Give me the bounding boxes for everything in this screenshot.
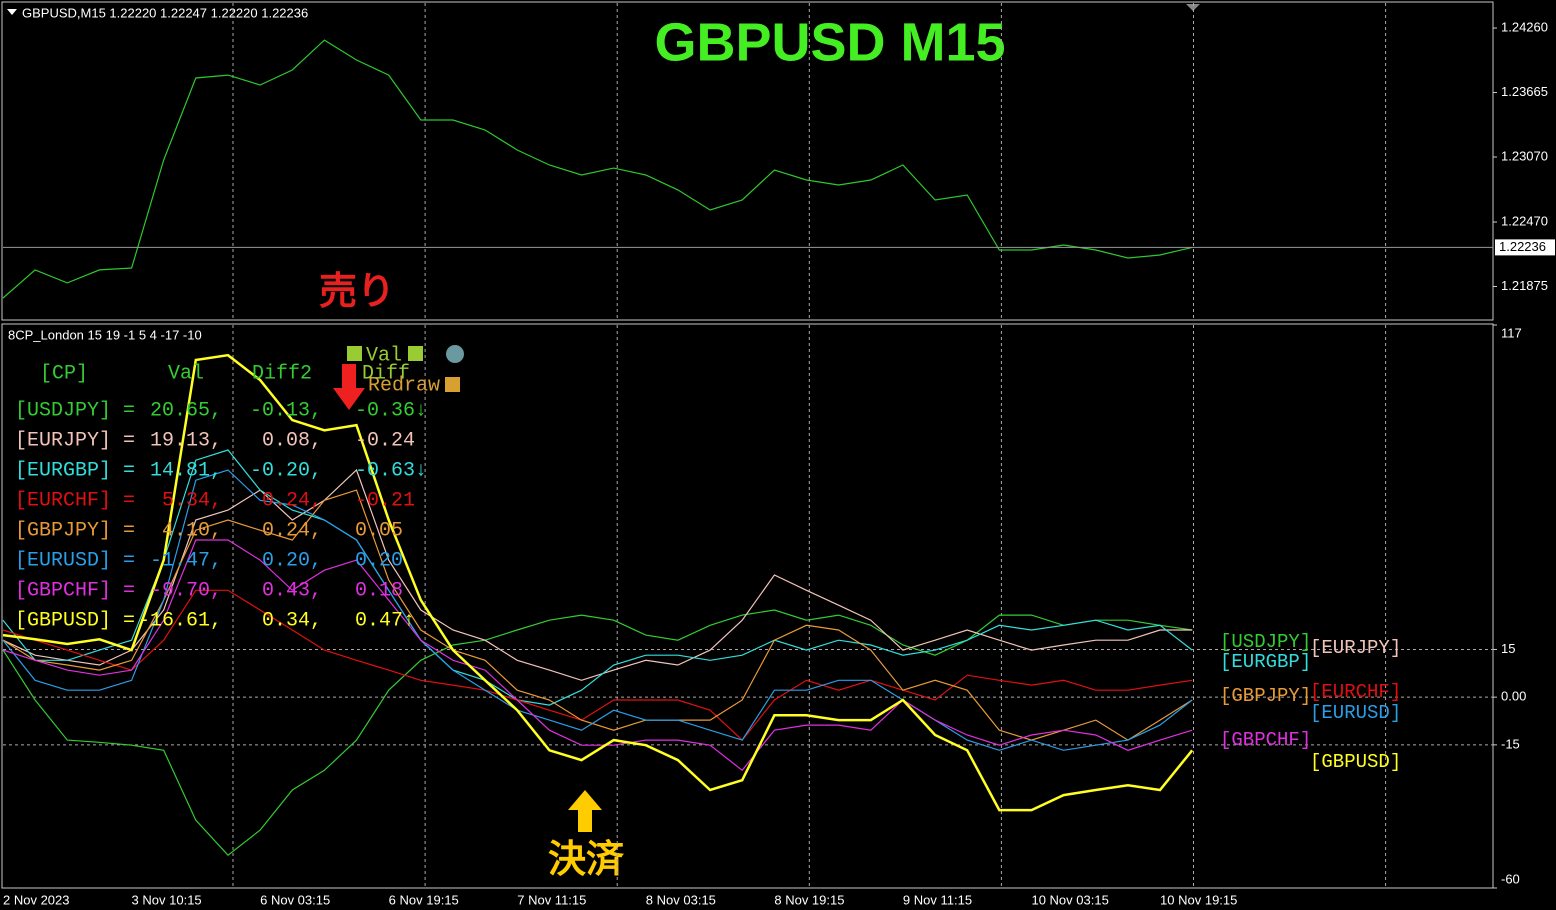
panel-cell: -0.36↓	[355, 399, 427, 422]
panel-cell: 0.18	[355, 579, 403, 602]
panel-cell: 5.34,	[162, 489, 222, 512]
panel-cell: -0.63↓	[355, 459, 427, 482]
panel-cell: -9.70,	[150, 579, 222, 602]
panel-cell: [EURGBP] =	[15, 459, 135, 482]
series-line	[2, 468, 1193, 681]
x-tick-label: 7 Nov 11:15	[517, 892, 586, 907]
indicator-header: 8CP_London 15 19 -1 5 4 -17 -10	[8, 327, 202, 342]
panel-cell: [GBPJPY] =	[15, 519, 135, 542]
panel-header: Diff	[362, 362, 410, 385]
x-tick-label: 6 Nov 03:15	[260, 892, 330, 907]
legend-label: [EURCHF]	[1310, 681, 1401, 703]
shift-marker	[1186, 4, 1200, 11]
toggle-button[interactable]	[446, 345, 464, 363]
legend-label: [USDJPY]	[1220, 631, 1311, 653]
panel-cell: [GBPUSD] =	[15, 609, 135, 632]
y-tick-label: 1.23665	[1501, 84, 1548, 99]
chart-title: GBPUSD M15	[654, 12, 1005, 72]
panel-cell: 0.05	[355, 519, 403, 542]
panel-cell: [EURUSD] =	[15, 549, 135, 572]
panel-cell: 0.20,	[262, 549, 322, 572]
panel-cell: -0.21	[355, 489, 415, 512]
series-line	[2, 539, 1193, 772]
price-header: GBPUSD,M15 1.22220 1.22247 1.22220 1.222…	[22, 5, 308, 20]
x-tick-label: 8 Nov 19:15	[774, 892, 844, 907]
y-tick-label: 117	[1501, 325, 1522, 340]
legend-label: [EURUSD]	[1310, 702, 1401, 724]
x-tick-label: 10 Nov 03:15	[1031, 892, 1108, 907]
sell-annotation: 売り	[319, 271, 395, 313]
x-tick-label: 2 Nov 2023	[3, 892, 70, 907]
legend-label: [GBPJPY]	[1220, 685, 1311, 707]
panel-header: [CP]	[40, 362, 88, 385]
panel-cell: 19.13,	[150, 429, 222, 452]
y-tick-label: 1.22470	[1501, 213, 1548, 228]
series-line	[2, 589, 1193, 741]
last-price-box	[1495, 239, 1555, 256]
button-square	[347, 346, 362, 361]
panel-header: Diff2	[252, 362, 312, 385]
x-tick-label: 6 Nov 19:15	[389, 892, 459, 907]
price-line	[2, 39, 1193, 299]
panel-cell: 0.20	[355, 549, 403, 572]
legend-label: [EURJPY]	[1310, 637, 1401, 659]
x-tick-label: 10 Nov 19:15	[1160, 892, 1237, 907]
y-tick-label: 15	[1501, 641, 1515, 656]
indicator-pane	[1, 323, 1494, 889]
panel-cell: -16.61,	[138, 609, 222, 632]
legend-label: [GBPUSD]	[1310, 751, 1401, 773]
series-line	[2, 609, 1193, 857]
legend-label: [GBPCHF]	[1220, 729, 1311, 751]
y-tick-label: 0.00	[1501, 689, 1526, 704]
panel-cell: -1.47,	[150, 549, 222, 572]
y-tick-label: -60	[1501, 871, 1520, 886]
exit-arrow	[568, 790, 602, 832]
y-tick-label: 1.21875	[1501, 278, 1548, 293]
panel-cell: -0.13,	[250, 399, 322, 422]
x-tick-label: 8 Nov 03:15	[646, 892, 716, 907]
legend-label: [EURGBP]	[1220, 651, 1311, 673]
y-tick-label: -15	[1501, 736, 1520, 751]
panel-cell: 0.08,	[262, 429, 322, 452]
button-square	[445, 377, 460, 392]
exit-annotation: 決済	[548, 839, 625, 881]
panel-cell: [EURJPY] =	[15, 429, 135, 452]
panel-cell: 0.43,	[262, 579, 322, 602]
panel-cell: 0.34,	[262, 609, 322, 632]
x-tick-label: 9 Nov 11:15	[903, 892, 972, 907]
series-line	[2, 469, 1193, 751]
series-line	[2, 353, 1194, 812]
panel-cell: 0.24,	[262, 519, 322, 542]
panel-cell: 14.81,	[150, 459, 222, 482]
price-pane	[1, 1, 1494, 321]
panel-cell: [USDJPY] =	[15, 399, 135, 422]
y-tick-label: 1.23070	[1501, 148, 1548, 163]
y-tick-label: 1.24260	[1501, 19, 1548, 34]
series-line	[2, 449, 1193, 706]
last-price-label: 1.22236	[1499, 239, 1546, 254]
panel-cell: 0.24,	[262, 489, 322, 512]
panel-cell: 0.47↑	[355, 609, 415, 632]
panel-cell: [GBPCHF] =	[15, 579, 135, 602]
series-line	[2, 489, 1193, 741]
panel-cell: [EURCHF] =	[15, 489, 135, 512]
sell-arrow	[333, 364, 365, 410]
panel-cell: 4.10,	[162, 519, 222, 542]
panel-cell: 20.65,	[150, 399, 222, 422]
val-button[interactable]: Val	[366, 344, 402, 367]
collapse-icon[interactable]	[7, 9, 17, 15]
panel-header: Val	[168, 362, 204, 385]
button-square	[408, 346, 423, 361]
x-tick-label: 3 Nov 10:15	[132, 892, 202, 907]
panel-cell: -0.24	[355, 429, 415, 452]
redraw-button[interactable]: Redraw	[368, 374, 440, 397]
panel-cell: -0.20,	[250, 459, 322, 482]
